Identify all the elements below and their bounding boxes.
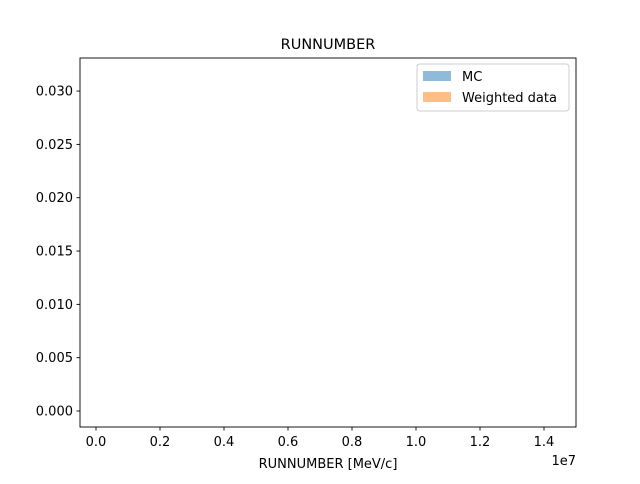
y-tick-label: 0.000: [36, 405, 73, 420]
x-axis: 0.0 0.2 0.4 0.6 0.8 1.0 1.2 1.4: [86, 427, 555, 450]
legend-label-mc: MC: [462, 70, 482, 85]
x-tick-label: 0.4: [214, 435, 235, 450]
x-tick-label: 0.8: [342, 435, 363, 450]
legend-label-weighted-data: Weighted data: [462, 91, 557, 106]
legend-swatch-mc: [423, 71, 451, 81]
y-axis: 0.000 0.005 0.010 0.015 0.020 0.025 0.030: [36, 85, 80, 420]
legend: MC Weighted data: [416, 63, 570, 112]
x-tick-label: 0.2: [150, 435, 171, 450]
y-tick-label: 0.030: [36, 85, 73, 100]
x-tick-label: 1.0: [406, 435, 427, 450]
y-tick-label: 0.005: [36, 351, 73, 366]
axes-frame: [79, 57, 577, 428]
chart-title: RUNNUMBER: [281, 37, 376, 53]
x-tick-label: 1.2: [470, 435, 491, 450]
y-tick-label: 0.015: [36, 245, 73, 260]
y-tick-label: 0.010: [36, 298, 73, 313]
x-tick-label: 0.6: [278, 435, 299, 450]
x-tick-label: 1.4: [534, 435, 555, 450]
x-axis-offset-text: 1e7: [551, 454, 576, 469]
y-tick-label: 0.025: [36, 138, 73, 153]
x-axis-label: RUNNUMBER [MeV/c]: [259, 457, 398, 472]
y-tick-label: 0.020: [36, 191, 73, 206]
legend-frame: [416, 63, 570, 112]
legend-swatch-weighted-data: [423, 92, 451, 102]
x-tick-label: 0.0: [86, 435, 107, 450]
